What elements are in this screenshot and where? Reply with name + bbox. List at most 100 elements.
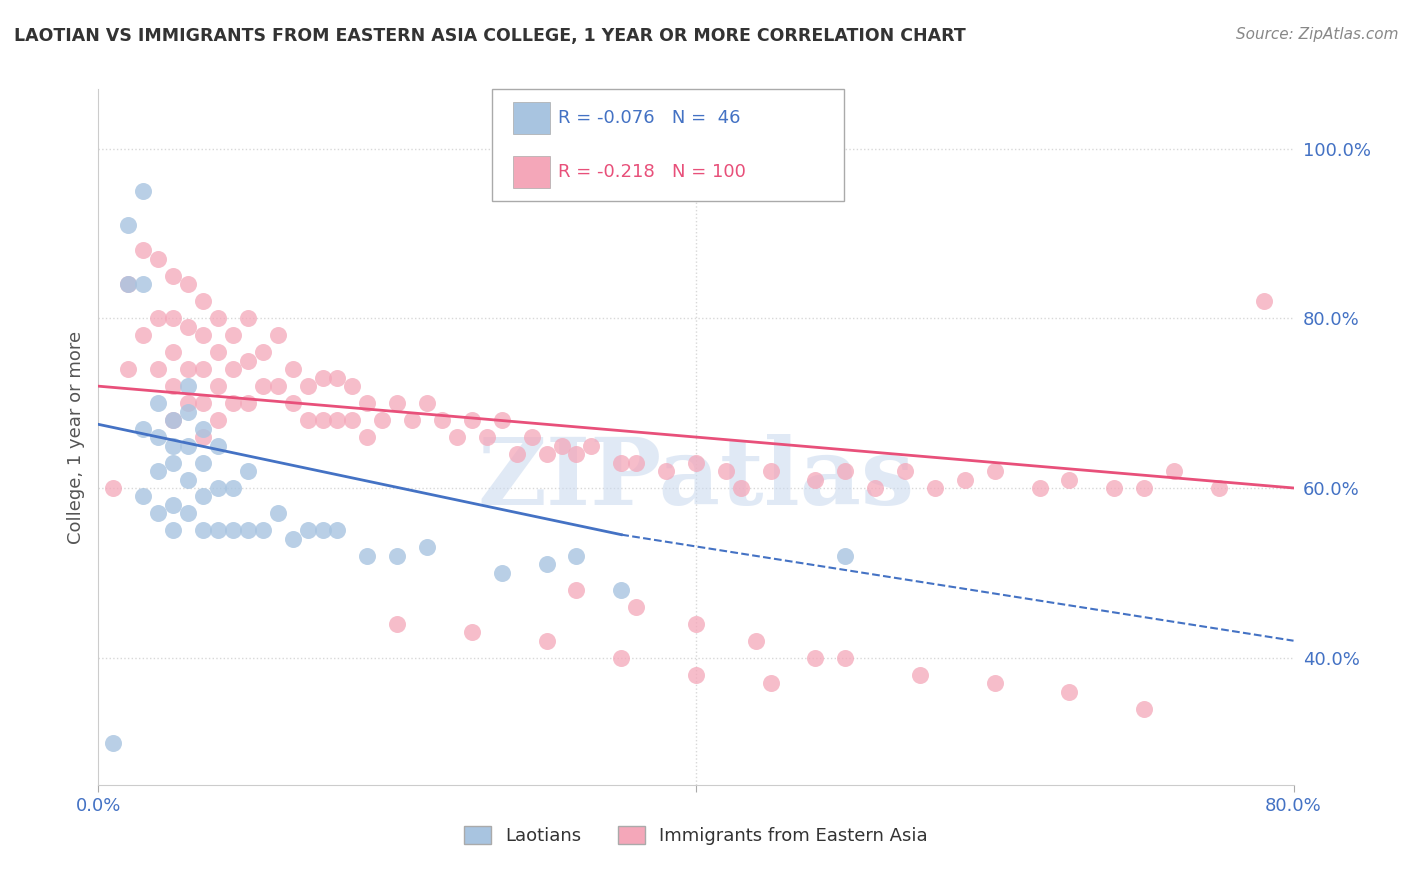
Point — [371, 413, 394, 427]
Point — [236, 311, 259, 326]
Point — [177, 277, 200, 292]
Point — [953, 473, 976, 487]
Point — [834, 464, 856, 478]
Point — [297, 524, 319, 538]
Point — [191, 490, 214, 504]
Point — [177, 473, 200, 487]
Point — [222, 328, 245, 343]
Point — [565, 582, 588, 597]
Point — [177, 379, 200, 393]
Point — [865, 481, 887, 495]
Point — [924, 481, 946, 495]
Point — [446, 430, 468, 444]
Point — [610, 650, 633, 665]
Point — [281, 396, 304, 410]
Point — [103, 735, 125, 749]
Point — [207, 379, 229, 393]
Point — [356, 430, 378, 444]
Point — [536, 633, 558, 648]
Point — [162, 524, 184, 538]
Point — [117, 218, 139, 232]
Point — [132, 244, 155, 258]
Point — [520, 430, 543, 444]
Point — [207, 311, 229, 326]
Point — [117, 277, 139, 292]
Point — [191, 362, 214, 376]
Point — [1133, 481, 1156, 495]
Point — [1163, 464, 1185, 478]
Point — [655, 464, 678, 478]
Point — [804, 473, 827, 487]
Point — [281, 532, 304, 546]
Point — [342, 379, 364, 393]
Point — [207, 481, 229, 495]
Point — [162, 268, 184, 283]
Point — [177, 404, 200, 418]
Point — [177, 362, 200, 376]
Point — [162, 413, 184, 427]
Point — [536, 447, 558, 461]
Point — [610, 456, 633, 470]
Point — [222, 524, 245, 538]
Point — [342, 413, 364, 427]
Point — [565, 447, 588, 461]
Point — [685, 456, 707, 470]
Point — [148, 252, 170, 266]
Point — [162, 379, 184, 393]
Point — [1208, 481, 1230, 495]
Text: Source: ZipAtlas.com: Source: ZipAtlas.com — [1236, 27, 1399, 42]
Point — [326, 370, 349, 384]
Point — [222, 362, 245, 376]
Point — [461, 625, 484, 640]
Point — [117, 362, 139, 376]
Point — [222, 481, 245, 495]
Point — [834, 650, 856, 665]
Point — [162, 311, 184, 326]
Point — [685, 616, 707, 631]
Point — [191, 294, 214, 309]
Point — [148, 362, 170, 376]
Point — [475, 430, 498, 444]
Point — [148, 507, 170, 521]
Point — [385, 549, 409, 563]
Point — [804, 650, 827, 665]
Point — [581, 439, 603, 453]
Point — [759, 464, 782, 478]
Point — [148, 311, 170, 326]
Point — [148, 430, 170, 444]
Point — [1059, 684, 1081, 698]
Point — [191, 328, 214, 343]
Point — [177, 319, 200, 334]
Point — [385, 616, 409, 631]
Point — [148, 396, 170, 410]
Point — [207, 439, 229, 453]
Point — [894, 464, 917, 478]
Point — [311, 524, 333, 538]
Point — [191, 456, 214, 470]
Text: ZIPatlas: ZIPatlas — [478, 434, 914, 524]
Point — [536, 558, 558, 572]
Point — [401, 413, 423, 427]
Point — [191, 430, 214, 444]
Point — [730, 481, 752, 495]
Point — [132, 184, 155, 198]
Point — [132, 421, 155, 435]
Point — [177, 396, 200, 410]
Point — [297, 379, 319, 393]
Point — [162, 413, 184, 427]
Point — [297, 413, 319, 427]
Point — [252, 345, 274, 359]
Point — [491, 413, 513, 427]
Point — [834, 549, 856, 563]
Point — [236, 464, 259, 478]
Point — [236, 353, 259, 368]
Text: LAOTIAN VS IMMIGRANTS FROM EASTERN ASIA COLLEGE, 1 YEAR OR MORE CORRELATION CHAR: LAOTIAN VS IMMIGRANTS FROM EASTERN ASIA … — [14, 27, 966, 45]
Point — [191, 396, 214, 410]
Point — [267, 379, 290, 393]
Point — [162, 456, 184, 470]
Point — [745, 633, 768, 648]
Point — [908, 667, 931, 681]
Point — [132, 277, 155, 292]
Point — [177, 507, 200, 521]
Point — [326, 524, 349, 538]
